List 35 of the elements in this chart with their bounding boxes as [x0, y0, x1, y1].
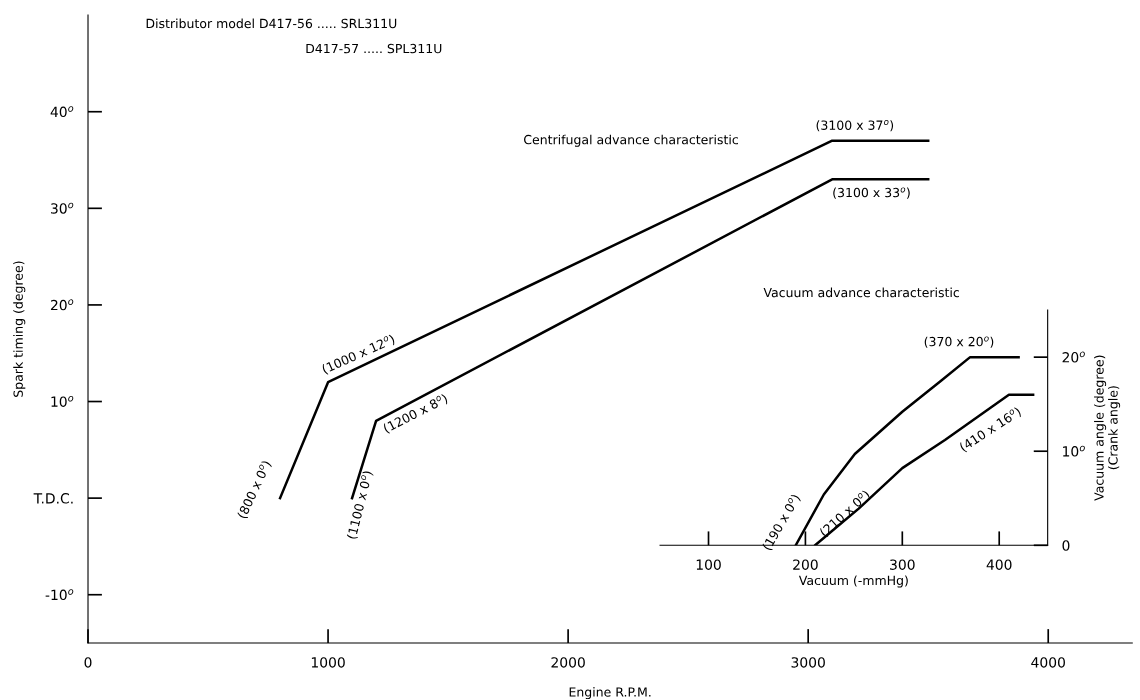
annotation: (1100 x 0$^{o}$): [346, 470, 374, 540]
x-tick-label: 0: [84, 657, 92, 668]
y-tick-label: 10$^{o}$: [1063, 445, 1085, 457]
annotation: (3100 x 37$^{o}$): [816, 120, 894, 132]
x-tick-label: 4000: [1031, 657, 1065, 668]
annotation: (1200 x 8$^{o}$): [382, 393, 449, 435]
chart-title: Vacuum advance characteristic: [763, 287, 959, 298]
annotation: (190 x 0$^{o}$): [761, 493, 802, 552]
x-tick-label: 1000: [311, 657, 345, 668]
x-axis-title: Engine R.P.M.: [569, 687, 651, 700]
x-tick-label: 400: [986, 559, 1012, 570]
y-tick-label: 20$^{o}$: [1062, 351, 1085, 363]
x-tick-label: 2000: [551, 657, 585, 668]
annotation: (1000 x 12$^{o}$): [321, 333, 396, 376]
y-tick-label: 10$^{o}$: [51, 395, 74, 407]
y-tick-label: -10$^{o}$: [45, 589, 74, 601]
y-axis-title: Vacuum angle (degree) (Crank angle): [1094, 355, 1121, 501]
y-tick-label: 30$^{o}$: [51, 202, 74, 214]
y-tick-label: 20$^{o}$: [50, 299, 74, 311]
annotation: D417-57 ..... SPL311U: [306, 43, 442, 54]
annotation: Distributor model D417-56 ..... SRL311U: [146, 18, 397, 29]
y-tick-label: 0: [1062, 540, 1070, 551]
y-axis-title: Spark timing (degree): [13, 261, 26, 397]
annotation: (800 x 0$^{o}$): [236, 459, 273, 520]
y-tick-label: T.D.C.: [33, 493, 73, 504]
x-axis-title: Vacuum (-mmHg): [798, 575, 908, 588]
annotation: (3100 x 33$^{o}$): [833, 187, 910, 199]
y-tick-label: 40$^{o}$: [50, 106, 74, 118]
x-tick-label: 100: [696, 559, 721, 570]
text: Centrifugal advance characteristic: [524, 134, 738, 147]
x-tick-label: 3000: [791, 657, 825, 668]
annotation: (370 x 20$^{o}$): [924, 336, 994, 348]
x-tick-label: 200: [793, 559, 818, 570]
x-tick-label: 300: [890, 559, 915, 570]
annotation: (410 x 16$^{o}$): [958, 406, 1023, 454]
